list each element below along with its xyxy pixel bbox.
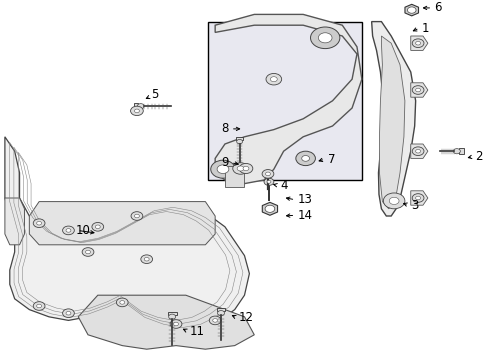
Circle shape [37, 304, 41, 308]
Polygon shape [404, 4, 418, 16]
FancyBboxPatch shape [167, 311, 176, 315]
Polygon shape [5, 198, 24, 245]
Text: 9: 9 [221, 156, 228, 169]
Polygon shape [215, 14, 361, 184]
Circle shape [383, 193, 404, 209]
Text: 6: 6 [433, 1, 441, 14]
Text: 11: 11 [189, 325, 204, 338]
Circle shape [66, 229, 71, 232]
Circle shape [266, 180, 270, 183]
Circle shape [168, 314, 175, 319]
Circle shape [415, 149, 420, 153]
Circle shape [62, 226, 74, 235]
Circle shape [411, 39, 423, 48]
Text: 13: 13 [297, 193, 311, 206]
Circle shape [95, 225, 100, 229]
Circle shape [388, 197, 398, 204]
Circle shape [212, 319, 217, 322]
Text: 7: 7 [327, 153, 334, 166]
Circle shape [173, 322, 178, 326]
Circle shape [141, 255, 152, 264]
Circle shape [33, 302, 45, 310]
Circle shape [295, 151, 315, 166]
Circle shape [411, 147, 423, 156]
Polygon shape [410, 144, 427, 158]
Circle shape [134, 214, 139, 218]
Circle shape [411, 86, 423, 94]
Polygon shape [5, 137, 249, 331]
Circle shape [264, 178, 273, 185]
Text: 2: 2 [474, 150, 482, 163]
FancyBboxPatch shape [458, 148, 463, 154]
Circle shape [170, 320, 182, 328]
Circle shape [243, 166, 248, 171]
Text: 3: 3 [410, 199, 417, 212]
Polygon shape [29, 202, 215, 245]
Circle shape [137, 104, 144, 109]
Text: 14: 14 [297, 209, 312, 222]
Circle shape [92, 222, 103, 231]
Circle shape [270, 77, 277, 82]
Circle shape [407, 7, 415, 13]
Circle shape [120, 301, 124, 304]
Polygon shape [224, 166, 244, 187]
Polygon shape [410, 36, 427, 50]
Circle shape [144, 257, 149, 261]
Circle shape [239, 163, 252, 174]
Circle shape [66, 311, 71, 315]
Circle shape [265, 73, 281, 85]
Circle shape [415, 196, 420, 200]
FancyBboxPatch shape [133, 103, 138, 109]
Circle shape [452, 149, 459, 154]
Circle shape [209, 316, 221, 325]
Polygon shape [371, 22, 415, 216]
Polygon shape [78, 295, 254, 349]
Text: 12: 12 [238, 311, 253, 324]
Circle shape [210, 160, 235, 178]
Circle shape [310, 27, 339, 49]
Circle shape [411, 194, 423, 202]
Polygon shape [262, 202, 277, 215]
Circle shape [262, 170, 273, 178]
FancyBboxPatch shape [235, 137, 243, 140]
Circle shape [237, 166, 244, 171]
Circle shape [116, 298, 128, 307]
Circle shape [415, 41, 420, 45]
Polygon shape [410, 191, 427, 205]
Circle shape [265, 172, 270, 176]
Text: 10: 10 [76, 224, 90, 237]
Circle shape [131, 212, 142, 220]
Circle shape [217, 311, 224, 316]
Circle shape [134, 109, 139, 113]
Text: 4: 4 [280, 179, 287, 192]
Bar [207, 22, 361, 180]
Text: 1: 1 [421, 22, 428, 35]
Circle shape [85, 250, 90, 254]
Polygon shape [379, 36, 404, 209]
Circle shape [232, 163, 248, 174]
Circle shape [37, 221, 41, 225]
Circle shape [33, 219, 45, 228]
Circle shape [301, 156, 309, 161]
Circle shape [318, 33, 331, 43]
Circle shape [62, 309, 74, 318]
FancyBboxPatch shape [216, 308, 225, 311]
Polygon shape [410, 83, 427, 97]
Circle shape [264, 205, 274, 212]
Text: 5: 5 [151, 88, 159, 101]
Circle shape [130, 106, 143, 116]
Circle shape [236, 139, 242, 144]
Circle shape [415, 88, 420, 92]
Circle shape [82, 248, 94, 256]
Text: 8: 8 [221, 122, 228, 135]
Circle shape [217, 165, 228, 174]
